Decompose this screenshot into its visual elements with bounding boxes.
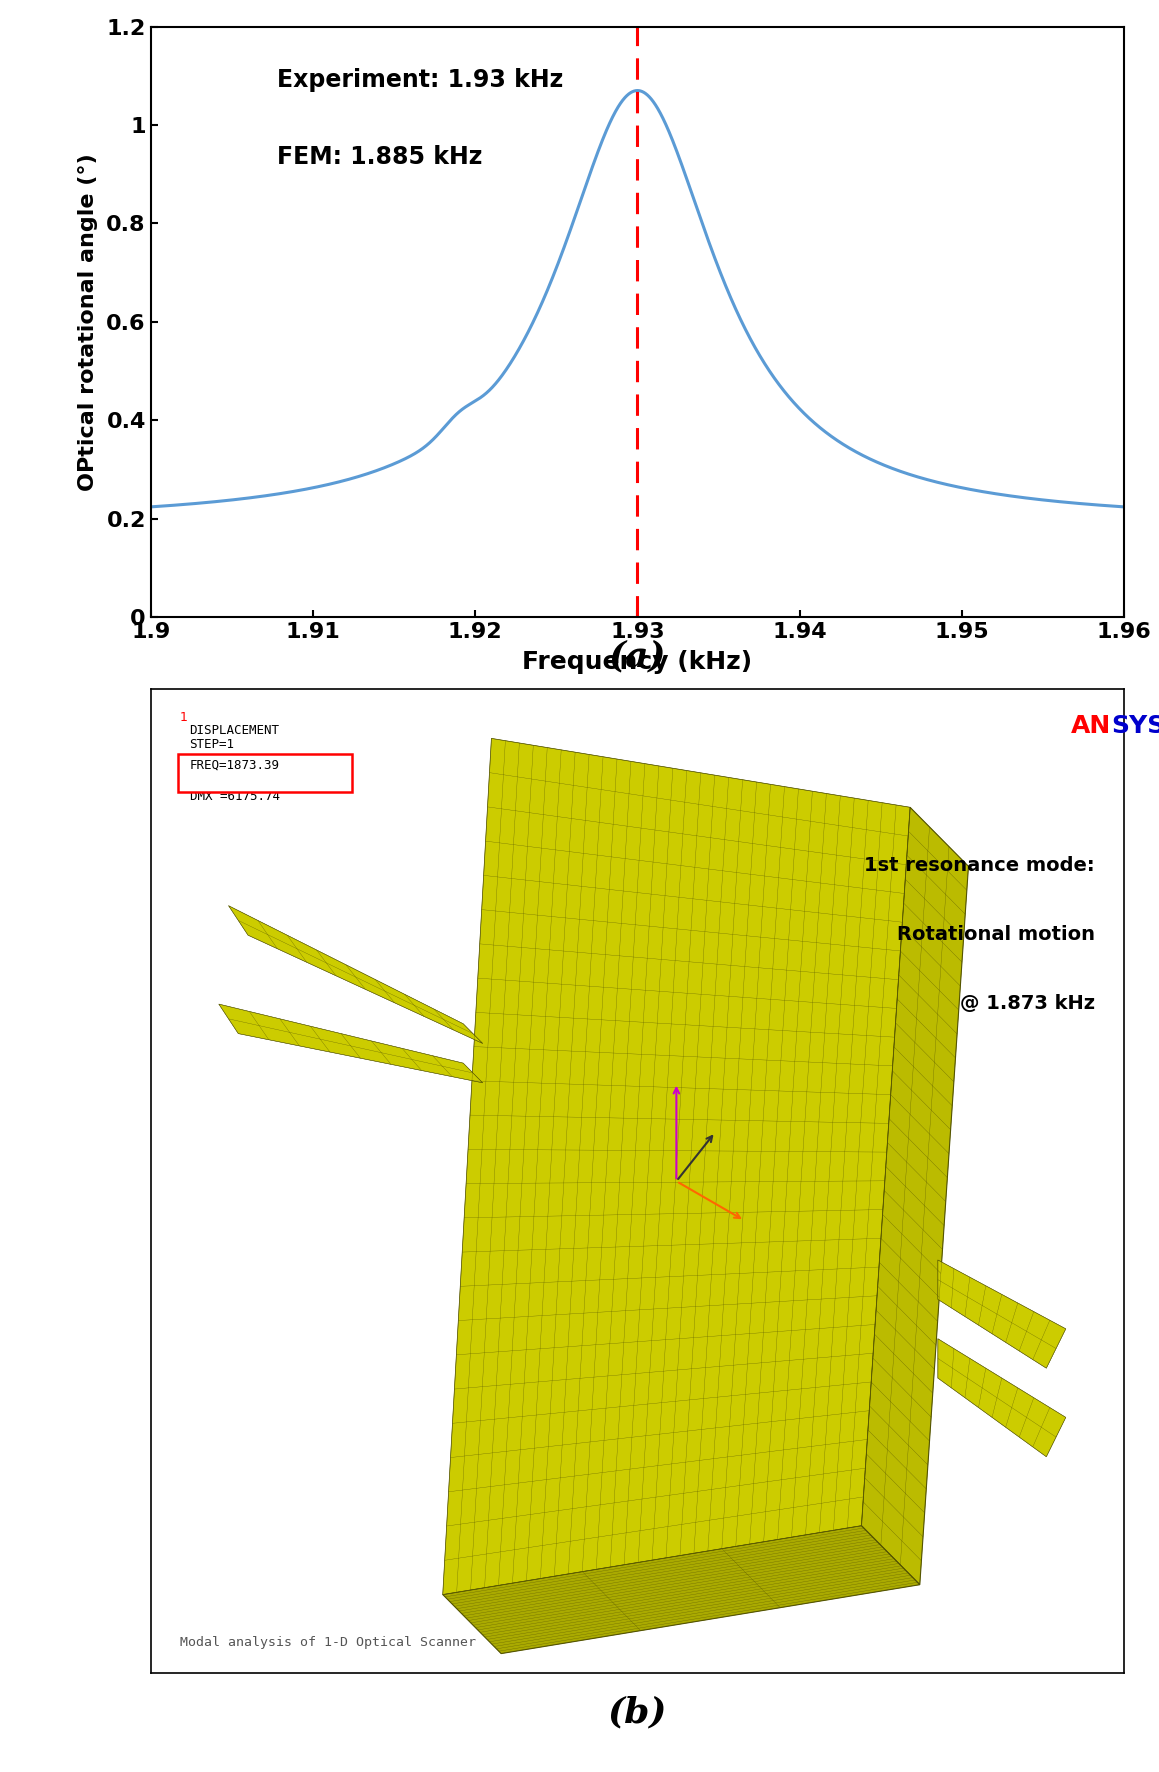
- Text: 1: 1: [180, 711, 188, 723]
- Polygon shape: [938, 1338, 1066, 1457]
- Polygon shape: [938, 1260, 1066, 1368]
- Polygon shape: [861, 808, 969, 1584]
- Text: (a): (a): [608, 640, 666, 673]
- Text: Experiment: 1.93 kHz: Experiment: 1.93 kHz: [277, 67, 563, 92]
- Text: SUB =1: SUB =1: [190, 753, 234, 766]
- Polygon shape: [219, 1005, 482, 1083]
- Text: FREQ=1873.39: FREQ=1873.39: [190, 758, 279, 771]
- Text: DISPLACEMENT: DISPLACEMENT: [190, 723, 279, 737]
- FancyBboxPatch shape: [178, 755, 352, 792]
- Text: AN: AN: [1071, 714, 1111, 737]
- Polygon shape: [443, 739, 910, 1595]
- Polygon shape: [228, 905, 482, 1044]
- Text: Rotational motion: Rotational motion: [897, 925, 1095, 944]
- X-axis label: Frequency (kHz): Frequency (kHz): [523, 650, 752, 673]
- Text: Modal analysis of 1-D Optical Scanner: Modal analysis of 1-D Optical Scanner: [180, 1636, 476, 1648]
- Text: SYS: SYS: [1111, 714, 1159, 737]
- Polygon shape: [443, 1526, 920, 1653]
- Text: DMX =6175.74: DMX =6175.74: [190, 790, 279, 803]
- Text: (b): (b): [607, 1696, 668, 1729]
- Text: 1st resonance mode:: 1st resonance mode:: [865, 856, 1095, 875]
- Text: FEM: 1.885 kHz: FEM: 1.885 kHz: [277, 145, 482, 168]
- Y-axis label: OPtical rotational angle (°): OPtical rotational angle (°): [78, 152, 99, 491]
- Text: @ 1.873 kHz: @ 1.873 kHz: [960, 994, 1095, 1014]
- Text: STEP=1: STEP=1: [190, 739, 234, 751]
